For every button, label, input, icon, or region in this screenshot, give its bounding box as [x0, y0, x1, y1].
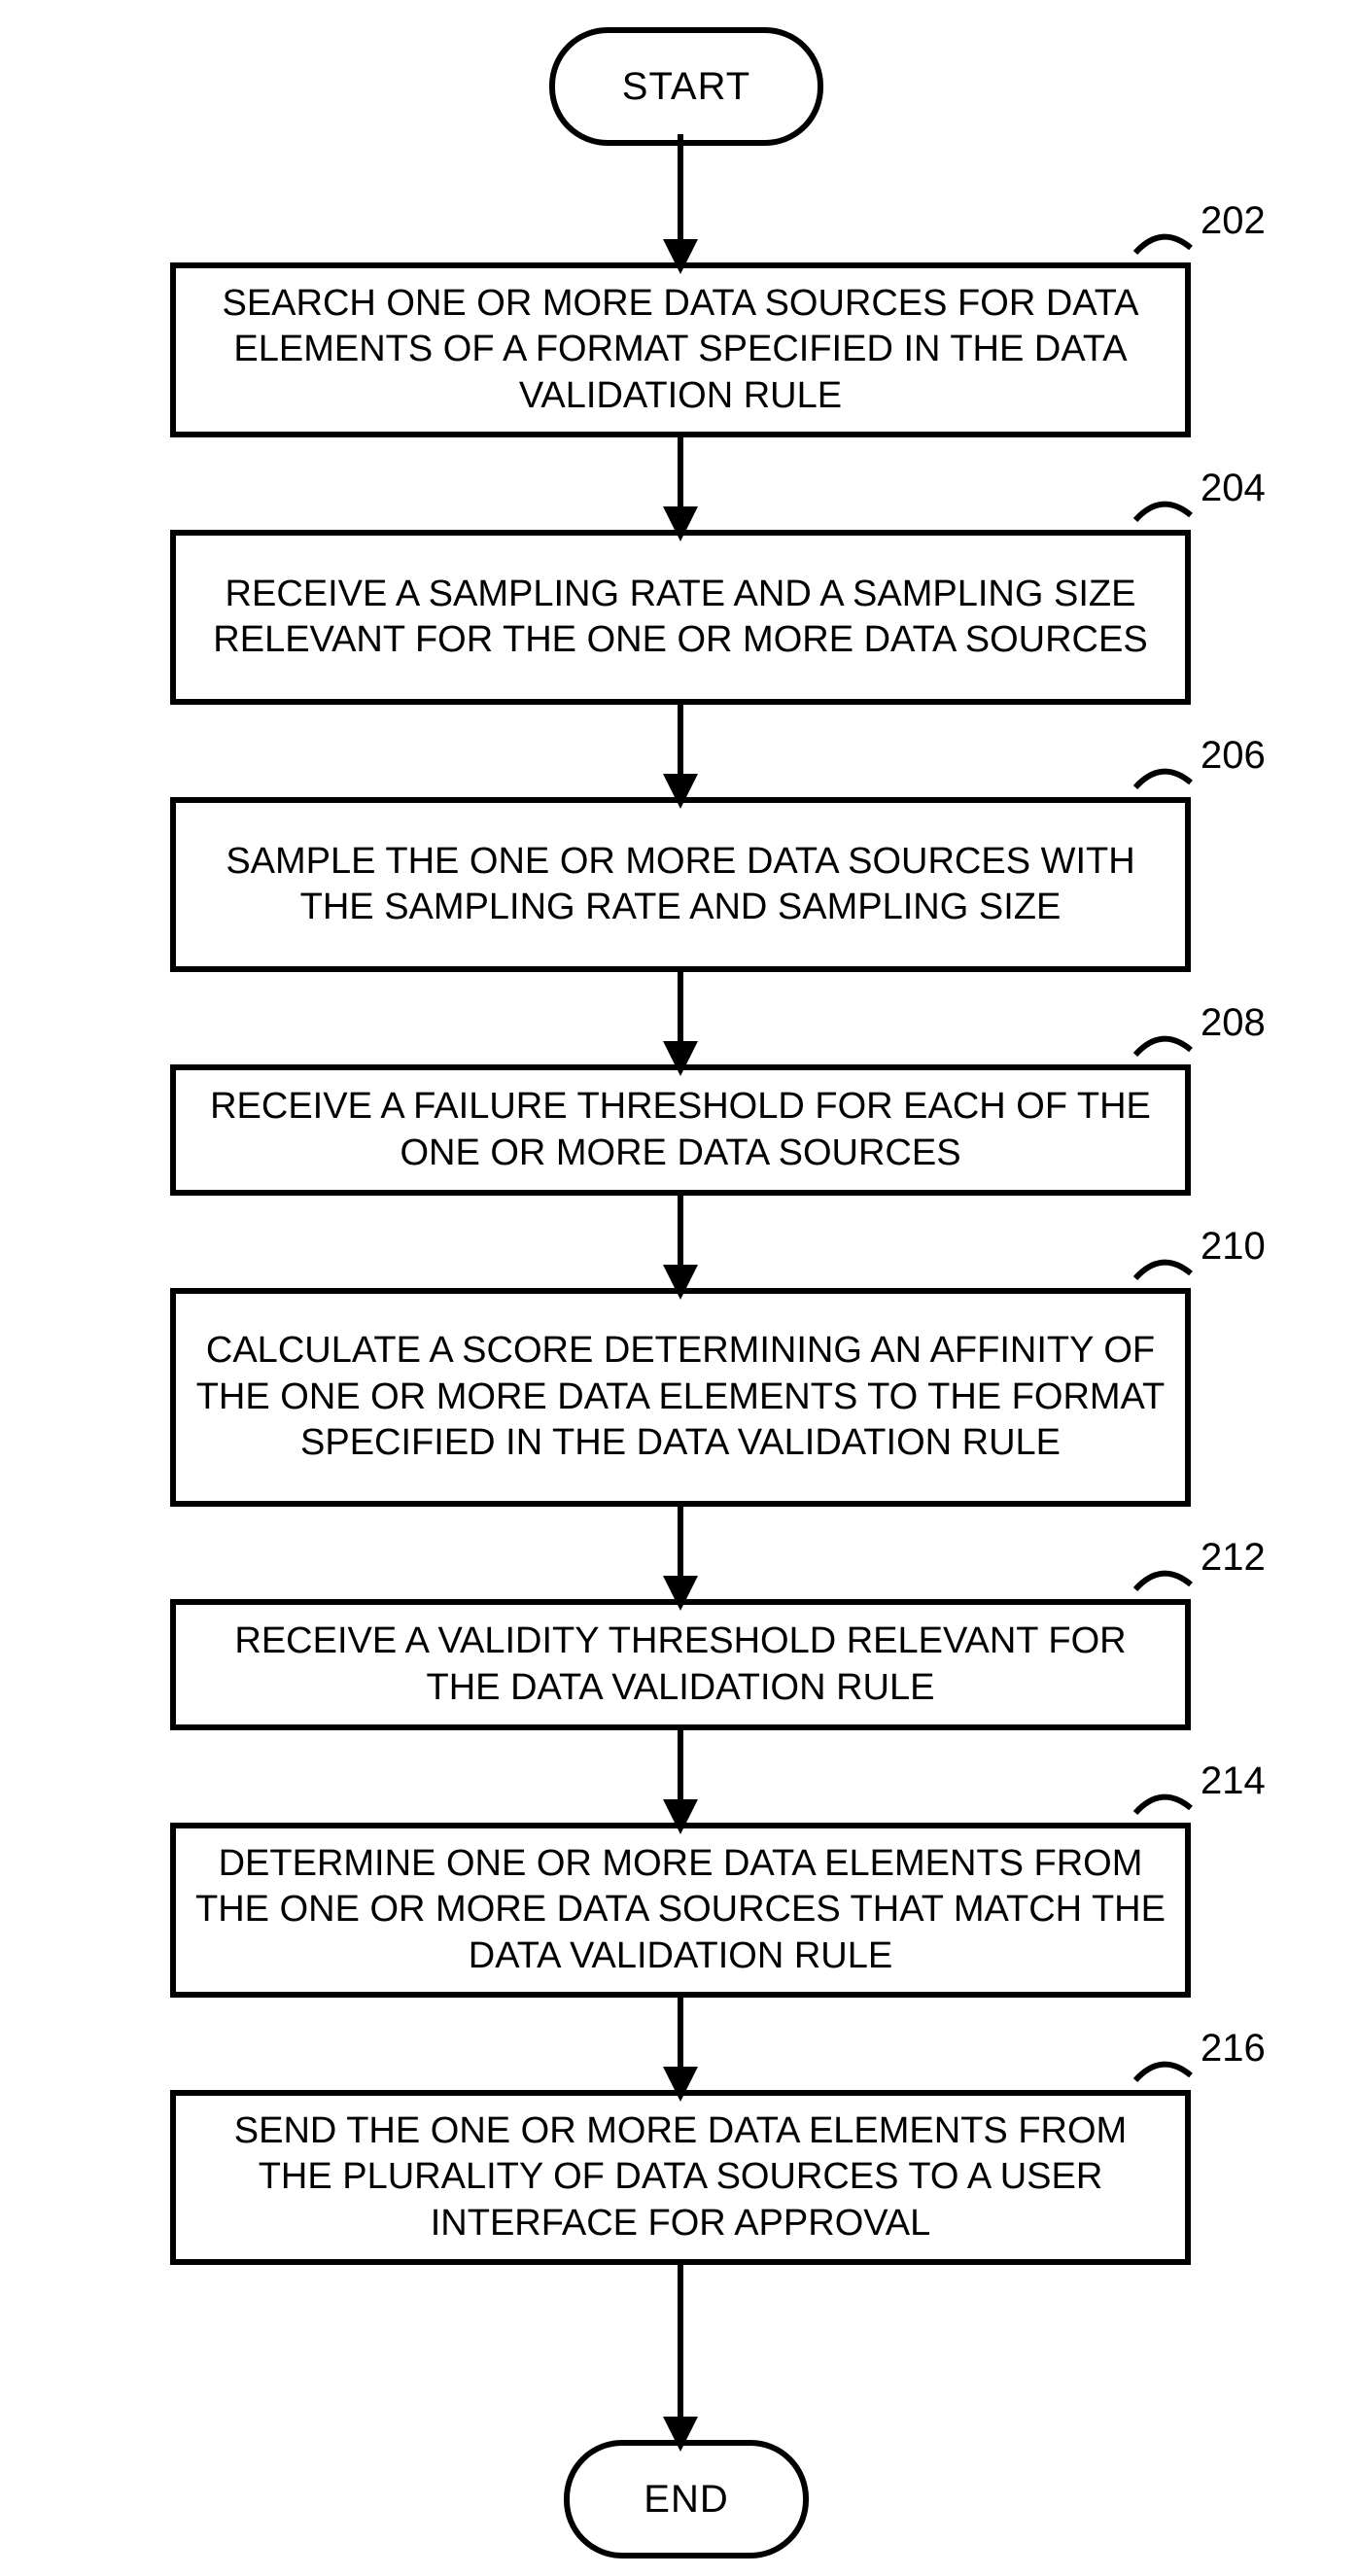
step-206-text: SAMPLE THE ONE OR MORE DATA SOURCES WITH…: [193, 839, 1167, 931]
step-210: CALCULATE A SCORE DETERMINING AN AFFINIT…: [170, 1288, 1191, 1507]
step-208: RECEIVE A FAILURE THRESHOLD FOR EACH OF …: [170, 1064, 1191, 1196]
step-202: SEARCH ONE OR MORE DATA SOURCES FOR DATA…: [170, 262, 1191, 437]
ref-210: 210: [1201, 1225, 1266, 1269]
terminal-start-label: START: [622, 65, 750, 109]
step-202-text: SEARCH ONE OR MORE DATA SOURCES FOR DATA…: [193, 281, 1167, 420]
step-206: SAMPLE THE ONE OR MORE DATA SOURCES WITH…: [170, 797, 1191, 972]
ref-204: 204: [1201, 467, 1266, 510]
step-212-text: RECEIVE A VALIDITY THRESHOLD RELEVANT FO…: [193, 1619, 1167, 1711]
terminal-end-label: END: [644, 2478, 728, 2522]
step-216-text: SEND THE ONE OR MORE DATA ELEMENTS FROM …: [193, 2108, 1167, 2247]
ref-216: 216: [1201, 2027, 1266, 2071]
step-210-text: CALCULATE A SCORE DETERMINING AN AFFINIT…: [193, 1328, 1167, 1467]
terminal-start: START: [549, 27, 823, 146]
ref-214: 214: [1201, 1759, 1266, 1803]
ref-202: 202: [1201, 199, 1266, 243]
step-212: RECEIVE A VALIDITY THRESHOLD RELEVANT FO…: [170, 1599, 1191, 1730]
step-204: RECEIVE A SAMPLING RATE AND A SAMPLING S…: [170, 530, 1191, 705]
step-204-text: RECEIVE A SAMPLING RATE AND A SAMPLING S…: [193, 572, 1167, 664]
step-214-text: DETERMINE ONE OR MORE DATA ELEMENTS FROM…: [193, 1841, 1167, 1980]
step-214: DETERMINE ONE OR MORE DATA ELEMENTS FROM…: [170, 1823, 1191, 1998]
step-208-text: RECEIVE A FAILURE THRESHOLD FOR EACH OF …: [193, 1084, 1167, 1176]
ref-212: 212: [1201, 1536, 1266, 1580]
ref-206: 206: [1201, 734, 1266, 778]
terminal-end: END: [564, 2440, 809, 2559]
step-216: SEND THE ONE OR MORE DATA ELEMENTS FROM …: [170, 2090, 1191, 2265]
flowchart-canvas: START SEARCH ONE OR MORE DATA SOURCES FO…: [0, 0, 1358, 2576]
ref-208: 208: [1201, 1001, 1266, 1045]
